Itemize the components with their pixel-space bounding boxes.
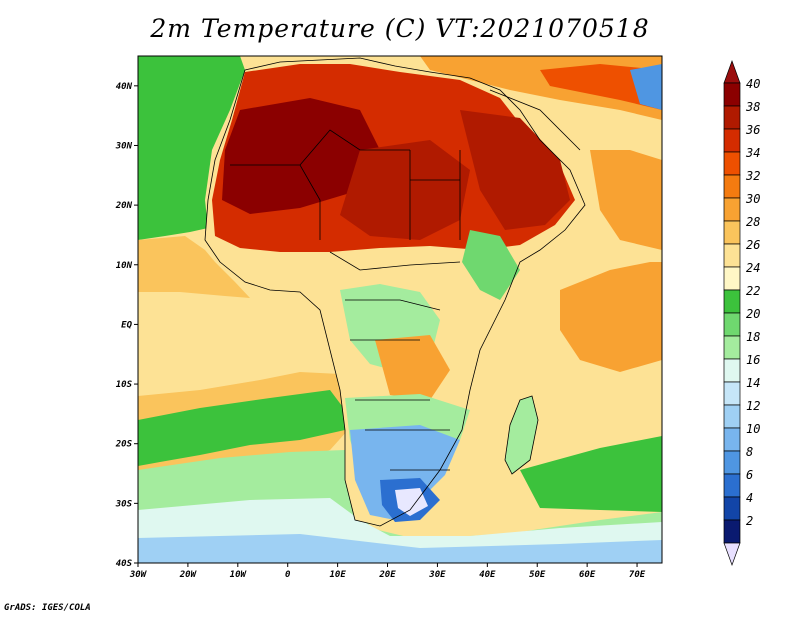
- lat-label: 10S: [116, 380, 133, 390]
- colorbar-label: 8: [746, 445, 753, 459]
- plot-frame: [137, 55, 663, 564]
- country-borders: [204, 57, 586, 527]
- colorbar-label: 34: [745, 146, 760, 160]
- colorbar-label: 32: [745, 169, 760, 183]
- lat-label: 40N: [116, 82, 133, 92]
- colorbar-label: 2: [746, 514, 753, 528]
- lon-label: 30W: [129, 570, 148, 580]
- map-field: [138, 56, 662, 563]
- southern-ocean-cold: [138, 534, 662, 563]
- ethiopian-highlands: [462, 230, 520, 300]
- colorbar-segment: [723, 197, 741, 222]
- colorbar-label: 16: [746, 353, 760, 367]
- lat-label: 10N: [116, 261, 133, 271]
- colorbar-label: 14: [746, 376, 760, 390]
- colorbar-label: 40: [746, 77, 760, 91]
- lon-label: 10W: [230, 570, 248, 580]
- colorbar: 40 38 36 34 32 30 28 26 24 22 20 18 16 14 12 10 8 6 4 2: [723, 59, 760, 567]
- indian-ocean-warm: [560, 262, 662, 372]
- central-sahara-hot: [340, 140, 470, 240]
- lon-label: 50E: [529, 570, 546, 580]
- lon-label: 60E: [579, 570, 596, 580]
- latitude-axis: 40N 30N 20N 10N EQ 10S 20S 30S 40S: [115, 82, 138, 569]
- colorbar-label: 38: [745, 100, 760, 114]
- colorbar-label: 26: [746, 238, 760, 252]
- colorbar-segment: [723, 427, 741, 452]
- lon-label: 10E: [329, 570, 346, 580]
- grads-credit: GrADS: IGES/COLA: [4, 603, 91, 613]
- colorbar-segment: [723, 243, 741, 268]
- madagascar: [505, 396, 538, 474]
- lon-label: 40E: [479, 570, 496, 580]
- arabian-sea-warm: [590, 150, 662, 250]
- colorbar-segment: [723, 174, 741, 199]
- colorbar-segment: [723, 404, 741, 429]
- lesotho-coldest: [395, 488, 428, 516]
- colorbar-label: 22: [746, 284, 760, 298]
- colorbar-label: 36: [745, 123, 760, 137]
- colorbar-label: 30: [745, 192, 760, 206]
- colorbar-label: 28: [746, 215, 760, 229]
- colorbar-segment: [723, 496, 741, 521]
- colorbar-segment: [723, 519, 741, 544]
- colorbar-segment: [723, 128, 741, 153]
- lat-label: 20N: [115, 201, 133, 211]
- sahara-hottest-core: [222, 98, 380, 214]
- colorbar-segment: [723, 381, 741, 406]
- central-africa-warm: [375, 335, 450, 400]
- colorbar-label: 12: [746, 399, 760, 413]
- south-atlantic-green: [138, 390, 345, 466]
- colorbar-segment: [723, 82, 741, 107]
- colorbar-segment: [723, 335, 741, 360]
- colorbar-label: 24: [746, 261, 760, 275]
- lon-label: 20W: [179, 570, 198, 580]
- lon-label: 30E: [428, 570, 446, 580]
- colorbar-segment: [723, 473, 741, 498]
- middle-east-hot: [540, 64, 662, 110]
- colorbar-segment: [723, 151, 741, 176]
- lat-label: 20S: [115, 440, 133, 450]
- colorbar-label: 6: [746, 468, 753, 482]
- colorbar-label: 4: [746, 491, 753, 505]
- colorbar-label: 18: [746, 330, 760, 344]
- lat-label: 30N: [115, 141, 133, 151]
- lat-label: 30S: [115, 499, 133, 509]
- map-title: 2m Temperature (C) VT:2021070518: [150, 14, 650, 43]
- iranian-plateau-cool: [630, 64, 662, 110]
- south-indian-green: [520, 436, 662, 512]
- lon-label: 20E: [378, 570, 396, 580]
- lat-label: EQ: [121, 320, 132, 330]
- colorbar-segment: [723, 266, 741, 291]
- colorbar-top-arrow: [723, 59, 741, 84]
- colorbar-label: 10: [746, 422, 760, 436]
- colorbar-segment: [723, 312, 741, 337]
- southern-africa-cool: [350, 425, 460, 520]
- lon-label: 70E: [629, 570, 646, 580]
- colorbar-bottom-arrow: [723, 542, 741, 567]
- colorbar-segment: [723, 220, 741, 245]
- tropical-atlantic-band: [138, 236, 250, 298]
- longitude-axis: 30W 20W 10W 0 10E 20E 30E 40E 50E 60E 70E: [129, 563, 646, 580]
- colorbar-segment: [723, 105, 741, 130]
- arabia-hot: [460, 110, 570, 230]
- lon-label: 0: [285, 570, 291, 580]
- north-atlantic-green: [138, 56, 245, 240]
- colorbar-segment: [723, 289, 741, 314]
- colorbar-label: 20: [746, 307, 760, 321]
- colorbar-segment: [723, 358, 741, 383]
- colorbar-segment: [723, 450, 741, 475]
- lat-label: 40S: [116, 559, 133, 569]
